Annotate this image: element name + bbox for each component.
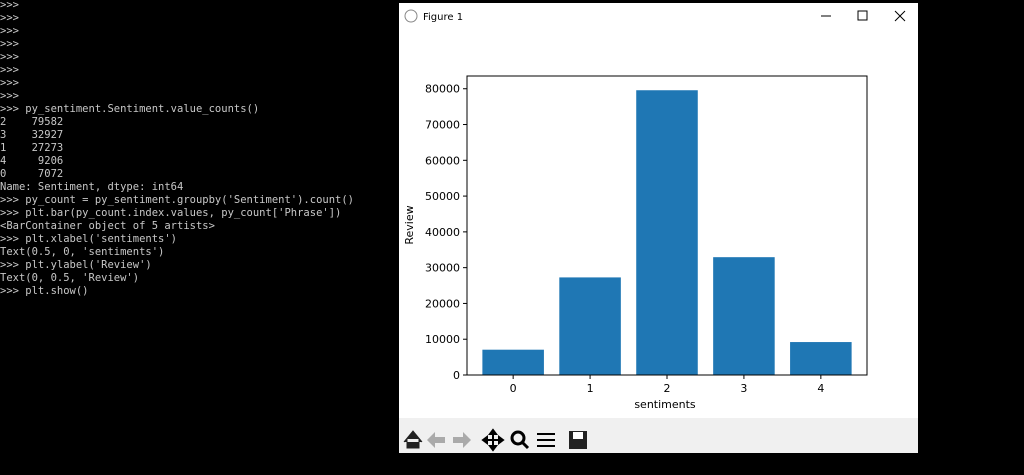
terminal-line: 3 32927 [0,129,64,141]
pan-button[interactable] [481,428,505,452]
bar [559,277,621,375]
close-button[interactable] [894,10,906,22]
x-tick-label: 4 [817,382,824,395]
toolbar [399,418,918,453]
forward-button[interactable] [453,432,471,448]
title-bar-graphics: Figure 1 [404,9,906,23]
zoom-button[interactable] [510,430,526,446]
terminal-line: >>> [0,38,19,50]
x-tick-label: 0 [510,382,517,395]
y-tick-label: 40000 [425,226,460,239]
bar [636,90,698,375]
y-tick-label: 80000 [425,83,460,96]
bar [482,349,544,375]
chart: sentiments Review 0 1 2 3 4 0 10000 20000 30000 4… [403,75,868,411]
configure-button[interactable] [537,433,555,447]
back-button[interactable] [427,432,445,448]
y-tick-label: 70000 [425,119,460,132]
title-bar: Figure 1 [399,3,918,30]
terminal-line: >>> plt.xlabel('sentiments') [0,233,178,245]
terminal-line: >>> [0,12,19,24]
y-tick-label: 0 [453,369,460,382]
terminal-line: >>> [0,90,19,102]
terminal-line: >>> plt.ylabel('Review') [0,259,152,271]
bar [790,342,852,375]
terminal-line: >>> [0,77,19,89]
toolbar-icons [403,428,587,452]
figure-window: Figure 1 sentiments Review 0 1 2 3 4 0 10000 20… [399,3,918,453]
terminal-line: 4 9206 [0,155,64,167]
terminal-line: Text(0.5, 0, 'sentiments') [0,246,165,258]
terminal-line: 0 7072 [0,168,64,180]
terminal-line: >>> plt.bar(py_count.index.values, py_co… [0,207,342,219]
bar [713,257,775,375]
terminal-line: >>> [0,51,19,63]
terminal-line: Name: Sentiment, dtype: int64 [0,181,184,193]
save-icon-detail [573,432,583,439]
terminal-line: <BarContainer object of 5 artists> [0,220,215,232]
terminal-line: Text(0, 0.5, 'Review') [0,272,140,284]
terminal-line: >>> py_sentiment.Sentiment.value_counts(… [0,103,260,115]
terminal-line: >>> py_count = py_sentiment.groupby('Sen… [0,194,355,206]
x-tick-label: 1 [587,382,594,395]
y-tick-label: 10000 [425,333,460,346]
terminal-line: >>> [0,64,19,76]
app-icon [404,9,418,23]
terminal-line: >>> [0,0,19,11]
terminal-line: >>> plt.show() [0,285,89,297]
y-tick-label: 60000 [425,154,460,167]
terminal-line: >>> [0,25,19,37]
axes-frame [466,75,868,376]
maximize-button[interactable] [857,10,868,21]
terminal-line: 2 79582 [0,116,64,128]
y-axis-label: Review [403,205,416,244]
terminal: >>> >>> >>> >>> >>> >>> >>> >>> >>> py_sentiment… [0,0,395,298]
y-tick-label: 50000 [425,190,460,203]
y-tick-label: 30000 [425,262,460,275]
home-button[interactable] [403,430,423,449]
window-title: Figure 1 [423,12,463,23]
y-tick-label: 20000 [425,297,460,310]
x-tick-label: 2 [664,382,671,395]
terminal-line: 1 27273 [0,142,64,154]
zoom-handle [520,440,530,450]
x-axis-label: sentiments [634,398,696,411]
x-tick-label: 3 [740,382,747,395]
